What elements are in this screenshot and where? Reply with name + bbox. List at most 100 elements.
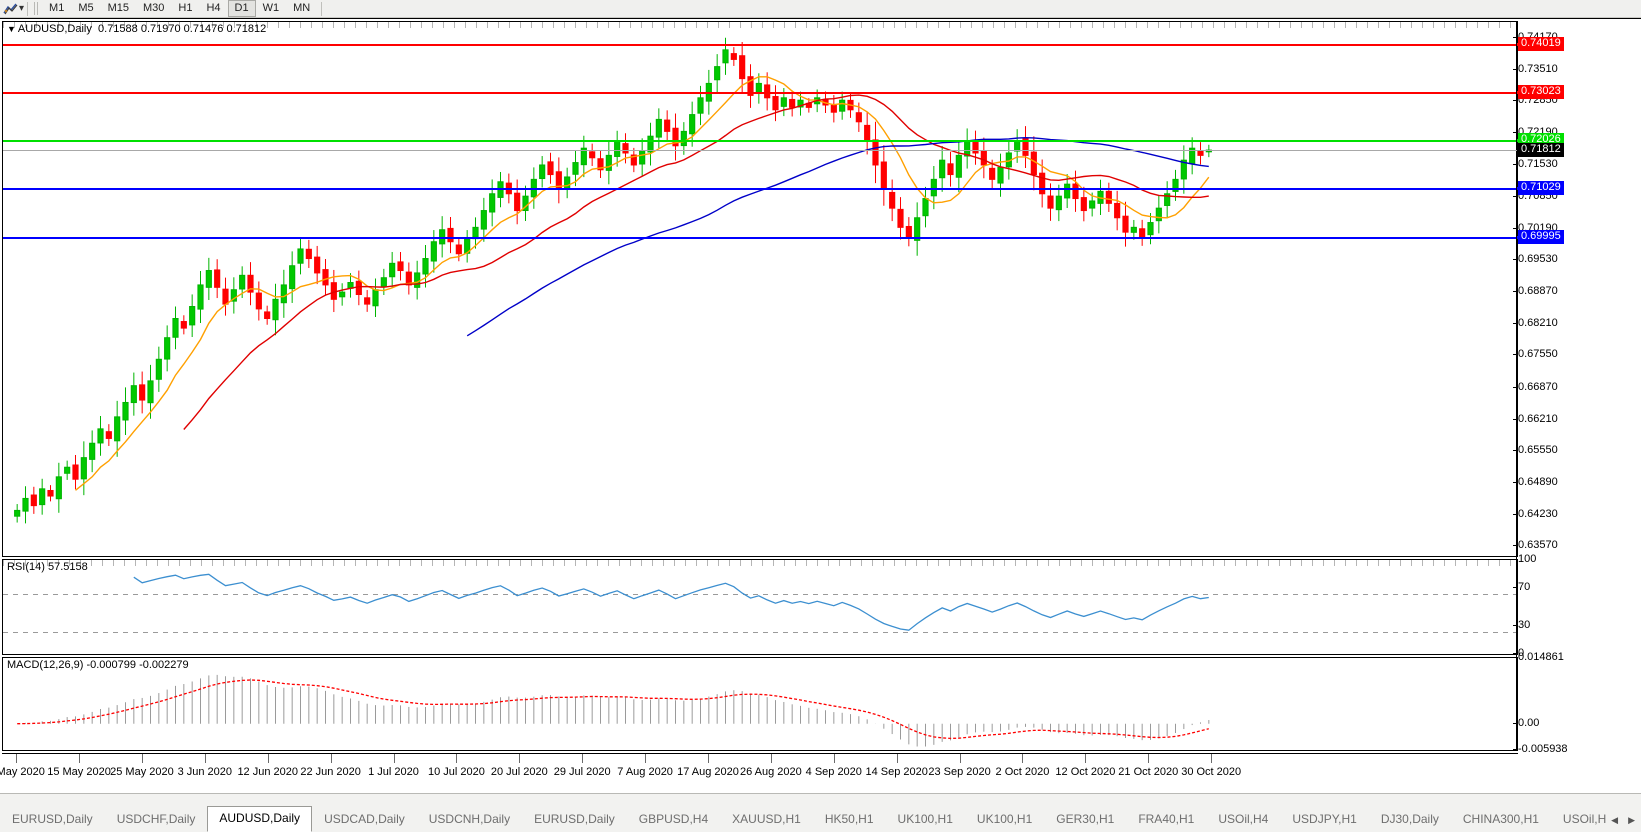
date-label: 25 May 2020	[110, 766, 174, 778]
candle-body	[289, 265, 296, 290]
date-tick	[79, 754, 81, 763]
chart-tab-usoil-h1[interactable]: USOil,H1	[1562, 812, 1607, 826]
level-line-0.69995[interactable]	[3, 235, 1521, 241]
chart-tab-usdcnh-daily[interactable]: USDCNH,Daily	[428, 812, 511, 826]
price-axis[interactable]: 0.74170 0.73510 0.72850 0.72190 0.71530 0.708…	[1512, 21, 1639, 755]
candle-body	[380, 277, 387, 287]
timeframe-m1[interactable]: M1	[49, 2, 65, 14]
indicators-icon[interactable]	[2, 2, 18, 16]
chart-tab-uk100-h1[interactable]: UK100,H1	[897, 812, 953, 826]
candle-body	[772, 96, 779, 111]
price-axis-tick: 0.68210	[1513, 316, 1558, 329]
date-tick	[267, 754, 269, 763]
timeframe-m30[interactable]: M30	[143, 2, 165, 14]
price-tag-0.74019[interactable]: 0.74019	[1518, 37, 1564, 52]
chart-tab-gbpusd-h4[interactable]: GBPUSD,H4	[638, 812, 709, 826]
candle-body	[422, 258, 429, 275]
candle-body	[1130, 226, 1137, 233]
candlestick-series	[14, 37, 1212, 524]
timeframe-mn[interactable]: MN	[293, 2, 311, 14]
chart-tab-china300-h1[interactable]: CHINA300,H1	[1462, 812, 1539, 826]
toolbar-grip[interactable]	[34, 2, 40, 15]
candle-body	[664, 119, 671, 132]
candle-body	[405, 271, 412, 286]
price-axis-tick: 0.64890	[1513, 476, 1558, 489]
candle-body	[697, 97, 704, 114]
collapse-arrow-icon[interactable]: ▼	[7, 24, 16, 34]
candle-body	[239, 274, 246, 290]
date-label: 26 Aug 2020	[739, 766, 802, 778]
candle-body	[589, 151, 596, 159]
rsi-pane-tickrow	[3, 560, 1517, 566]
price-tag-0.71812[interactable]: 0.71812	[1518, 143, 1564, 157]
candle-body	[539, 164, 546, 180]
ma-mid-line	[183, 94, 1209, 430]
chart-tab-usoil-h4[interactable]: USOil,H4	[1218, 812, 1269, 826]
candle-body	[647, 135, 654, 153]
candle-body	[889, 191, 896, 209]
candle-body	[1055, 195, 1062, 211]
chart-tab-usdjpy-h1[interactable]: USDJPY,H1	[1292, 812, 1357, 826]
timeframe-m15[interactable]: M15	[107, 2, 129, 14]
chart-tab-xauusd-h1[interactable]: XAUUSD,H1	[732, 812, 801, 826]
date-label: 12 Jun 2020	[237, 766, 298, 778]
timeframe-m5[interactable]: M5	[78, 2, 94, 14]
candle-body	[1147, 222, 1154, 236]
date-label: 22 Jun 2020	[300, 766, 361, 778]
timeframe-toolbar: ▾ M1 M5 M15 M30 H1 H4 D1 W1 MN	[0, 0, 1641, 18]
chart-tab-hk50-h1[interactable]: HK50,H1	[824, 812, 874, 826]
candle-body	[305, 248, 312, 260]
candle-body	[764, 84, 771, 99]
date-label: 3 Jun 2020	[177, 766, 233, 778]
price-tag-0.71029[interactable]: 0.71029	[1518, 180, 1564, 195]
chart-tab-dj30-daily[interactable]: DJ30,Daily	[1380, 812, 1439, 826]
chart-tab-fra40-h1[interactable]: FRA40,H1	[1138, 812, 1195, 826]
chart-tab-eurusd-daily[interactable]: EURUSD,Daily	[12, 812, 93, 826]
candle-body	[364, 297, 371, 305]
date-label: 30 Oct 2020	[1181, 766, 1242, 778]
date-label: 20 Jul 2020	[490, 766, 548, 778]
rsi-pane[interactable]: RSI(14) 57.5158	[2, 559, 1518, 655]
date-label: 6 May 2020	[0, 766, 45, 778]
chart-tab-usdchf-daily[interactable]: USDCHF,Daily	[116, 812, 196, 826]
level-line-0.73023[interactable]	[3, 89, 1521, 95]
candle-body	[55, 476, 62, 500]
timeframe-h1[interactable]: H1	[178, 2, 193, 14]
candle-body	[89, 442, 96, 460]
candle-body	[839, 99, 846, 112]
candle-body	[1122, 215, 1129, 233]
timeframe-w1[interactable]: W1	[262, 2, 280, 14]
level-line-0.72026[interactable]	[3, 137, 1521, 143]
candle-body	[1047, 195, 1054, 209]
price-axis-tick: 0.66870	[1513, 381, 1558, 394]
toolbar-icon-group: ▾	[0, 2, 24, 16]
candle-body	[130, 385, 137, 404]
price-axis-tick: 0.68870	[1513, 285, 1558, 298]
tab-scroll-left-icon[interactable]: ◀	[1611, 815, 1619, 825]
timeframe-h4[interactable]: H4	[206, 2, 221, 14]
chart-tab-eurusd-daily[interactable]: EURUSD,Daily	[534, 812, 615, 826]
macd-pane[interactable]: MACD(12,26,9) -0.000799 -0.002279	[2, 657, 1518, 751]
chart-tab-audusd-daily[interactable]: AUDUSD,Daily	[207, 806, 313, 832]
level-line-0.71029[interactable]	[3, 185, 1521, 191]
chart-tab-uk100-h1[interactable]: UK100,H1	[976, 812, 1033, 826]
tab-scroll-right-icon[interactable]: ▶	[1628, 815, 1635, 825]
candle-body	[580, 147, 587, 166]
candle-body	[797, 99, 804, 108]
candle-body	[1172, 178, 1179, 192]
timeframe-d1[interactable]: D1	[227, 0, 256, 17]
chart-tab-ger30-h1[interactable]: GER30,H1	[1056, 812, 1115, 826]
chevron-down-icon[interactable]: ▾	[19, 2, 25, 14]
date-tick	[770, 754, 772, 763]
level-line-0.74019[interactable]	[3, 42, 1521, 48]
date-tick	[896, 754, 898, 763]
price-pane[interactable]: ▼ AUDUSD,Daily 0.71588 0.71970 0.71476 0.…	[2, 21, 1521, 557]
price-tag-0.73023[interactable]: 0.73023	[1518, 84, 1564, 99]
chart-tab-usdcad-daily[interactable]: USDCAD,Daily	[324, 812, 405, 826]
price-tag-0.69995[interactable]: 0.69995	[1518, 230, 1564, 245]
candle-body	[255, 292, 262, 310]
candle-body	[439, 229, 446, 245]
candle-body	[139, 384, 146, 401]
date-tick	[1148, 754, 1150, 763]
